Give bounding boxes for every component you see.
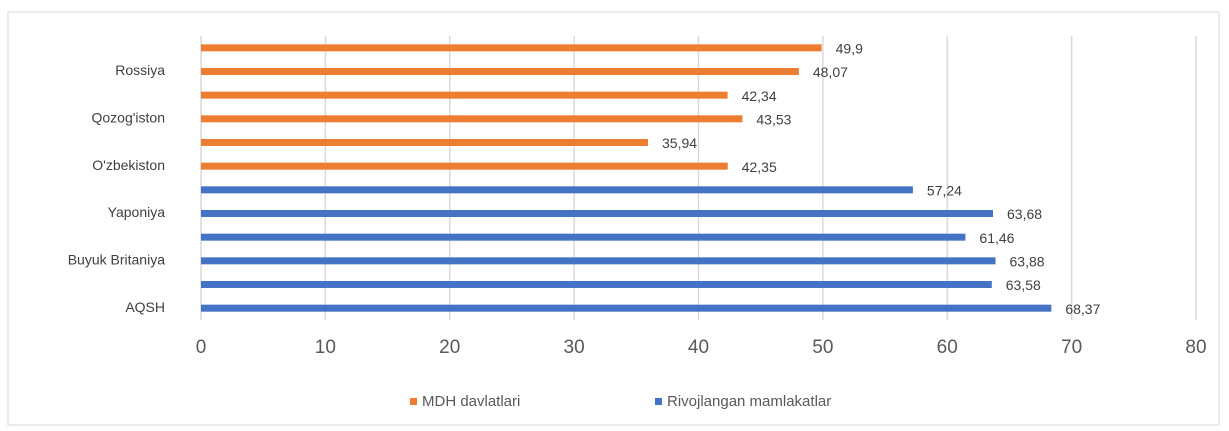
bar [201, 233, 966, 241]
bar [201, 304, 1052, 312]
bar [201, 139, 649, 146]
x-tick-label: 80 [1185, 337, 1206, 358]
bar [201, 68, 799, 75]
legend-marker [410, 398, 417, 405]
bar [201, 115, 743, 123]
y-tick-label: Yaponiya [108, 204, 166, 220]
data-label: 68,37 [1065, 301, 1100, 317]
data-label: 42,34 [742, 88, 777, 104]
bar [201, 162, 728, 170]
chart-border [7, 11, 1220, 426]
x-tick-label: 10 [315, 337, 336, 358]
bar [201, 186, 913, 194]
bar [201, 210, 994, 217]
data-label: 35,94 [662, 135, 697, 151]
data-label: 42,35 [742, 159, 777, 175]
data-label: 63,88 [1010, 254, 1045, 270]
y-tick-label: AQSH [125, 299, 165, 315]
y-tick-label: Qozog'iston [92, 110, 166, 126]
x-tick-label: 30 [564, 337, 585, 358]
data-label: 48,07 [813, 64, 848, 80]
legend-marker [655, 398, 662, 405]
data-label: 43,53 [756, 112, 791, 128]
data-label: 61,46 [979, 230, 1014, 246]
x-tick-label: 50 [812, 337, 833, 358]
y-tick-label: Buyuk Britaniya [68, 252, 165, 268]
bar [201, 281, 992, 288]
x-tick-label: 60 [937, 337, 958, 358]
x-tick-label: 0 [196, 337, 207, 358]
y-tick-label: O'zbekiston [92, 157, 165, 173]
x-tick-label: 40 [688, 337, 709, 358]
x-tick-label: 70 [1061, 337, 1082, 358]
data-label: 63,58 [1006, 277, 1041, 293]
data-label: 49,9 [836, 41, 863, 57]
y-tick-label: Rossiya [115, 62, 165, 78]
bar [201, 91, 728, 99]
data-label: 57,24 [927, 183, 962, 199]
legend-label: Rivojlangan mamlakatlar [667, 393, 831, 410]
x-tick-label: 20 [439, 337, 460, 358]
data-label: 63,68 [1007, 206, 1042, 222]
legend-label: MDH davlatlari [422, 393, 520, 410]
bar [201, 44, 822, 52]
bar [201, 257, 996, 265]
